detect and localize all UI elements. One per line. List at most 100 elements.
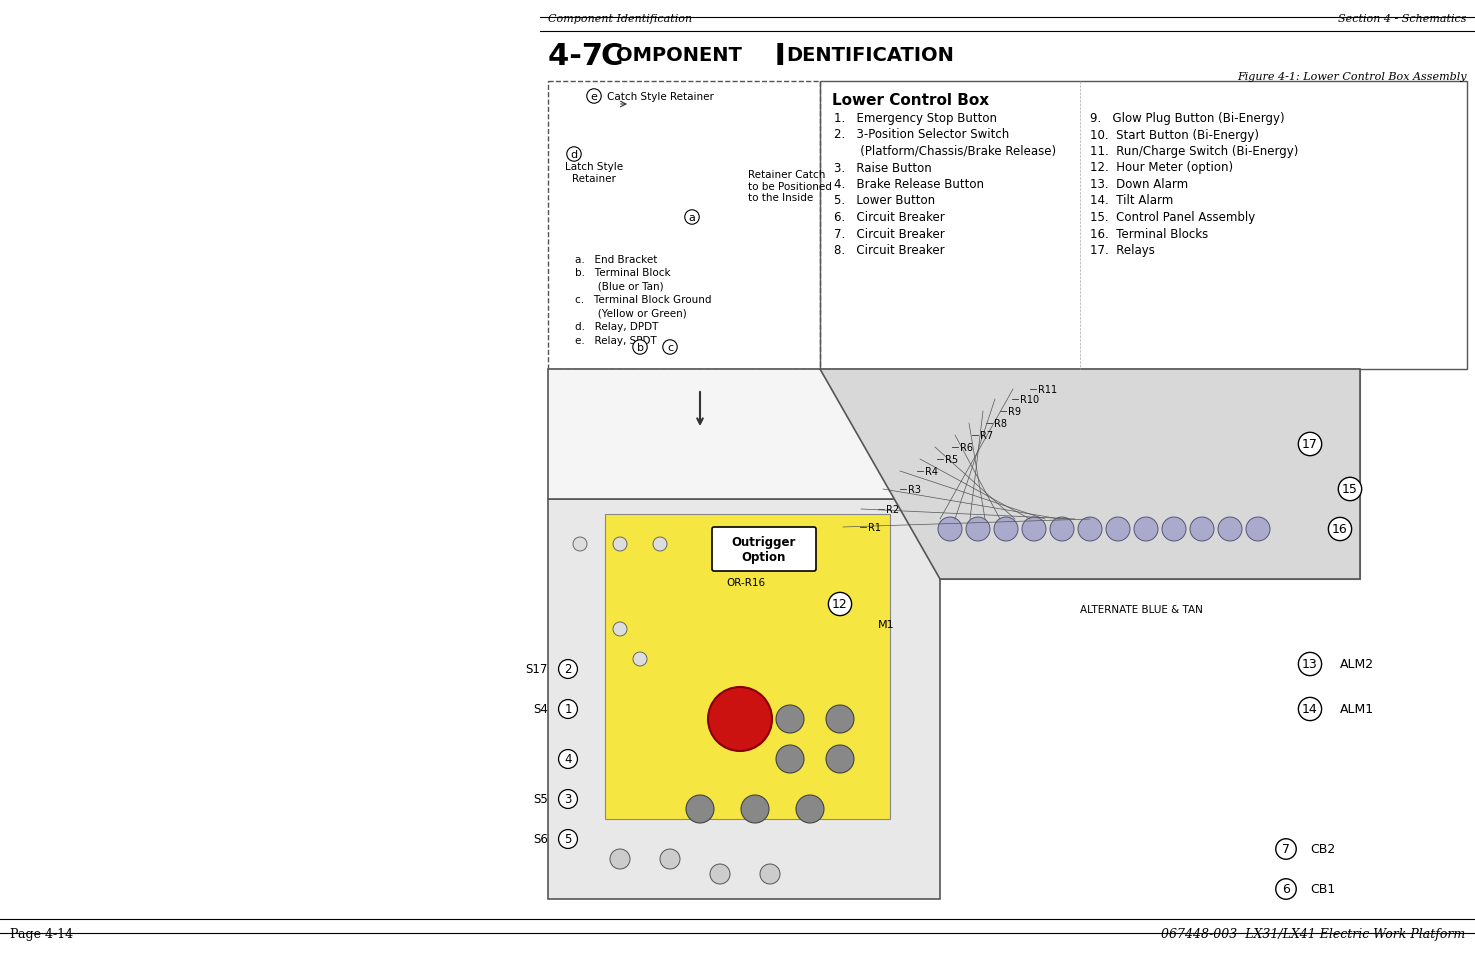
- Circle shape: [966, 517, 990, 541]
- Polygon shape: [820, 370, 1360, 579]
- Text: c.   Terminal Block Ground: c. Terminal Block Ground: [575, 295, 711, 305]
- Text: 7.   Circuit Breaker: 7. Circuit Breaker: [833, 227, 945, 240]
- Text: S6: S6: [532, 833, 549, 845]
- Text: d: d: [571, 150, 578, 160]
- Text: Latch Style
Retainer: Latch Style Retainer: [565, 162, 622, 183]
- Text: M1: M1: [878, 619, 895, 629]
- Text: 8.   Circuit Breaker: 8. Circuit Breaker: [833, 244, 944, 256]
- Text: OR-R16: OR-R16: [727, 578, 766, 587]
- Text: OMPONENT: OMPONENT: [617, 46, 742, 65]
- Text: b.   Terminal Block: b. Terminal Block: [575, 268, 671, 278]
- Text: a.   End Bracket: a. End Bracket: [575, 254, 658, 265]
- Text: c: c: [667, 343, 673, 353]
- Text: (Yellow or Green): (Yellow or Green): [575, 309, 687, 318]
- Text: b: b: [637, 343, 643, 353]
- Text: (Blue or Tan): (Blue or Tan): [575, 282, 664, 292]
- Text: Component Identification: Component Identification: [549, 14, 692, 24]
- Text: C: C: [600, 42, 622, 71]
- Polygon shape: [820, 370, 1360, 579]
- Text: 11.  Run/Charge Switch (Bi-Energy): 11. Run/Charge Switch (Bi-Energy): [1090, 145, 1298, 158]
- Text: 3: 3: [565, 793, 572, 805]
- Circle shape: [1190, 517, 1214, 541]
- Circle shape: [614, 622, 627, 637]
- Text: 1: 1: [565, 702, 572, 716]
- Polygon shape: [549, 370, 940, 499]
- Circle shape: [686, 795, 714, 823]
- Text: 17.  Relays: 17. Relays: [1090, 244, 1155, 256]
- Text: 15: 15: [1342, 483, 1358, 496]
- Text: 14: 14: [1302, 702, 1317, 716]
- Circle shape: [1022, 517, 1046, 541]
- Circle shape: [994, 517, 1018, 541]
- Text: R7: R7: [979, 431, 993, 440]
- Circle shape: [760, 864, 780, 884]
- Circle shape: [796, 795, 825, 823]
- Text: 1.   Emergency Stop Button: 1. Emergency Stop Button: [833, 112, 997, 125]
- Text: 6: 6: [1282, 882, 1291, 896]
- Text: S5: S5: [534, 793, 549, 805]
- Text: S17: S17: [525, 662, 549, 676]
- Text: R9: R9: [1007, 407, 1021, 416]
- Text: DENTIFICATION: DENTIFICATION: [786, 46, 954, 65]
- Text: 5: 5: [565, 833, 572, 845]
- Polygon shape: [605, 515, 889, 820]
- Polygon shape: [549, 499, 940, 899]
- Text: a: a: [689, 213, 695, 223]
- Text: 3.   Raise Button: 3. Raise Button: [833, 161, 932, 174]
- Text: d.   Relay, DPDT: d. Relay, DPDT: [575, 322, 658, 333]
- Text: R11: R11: [1038, 385, 1058, 395]
- Text: R6: R6: [960, 442, 974, 453]
- Circle shape: [1246, 517, 1270, 541]
- Text: (Platform/Chassis/Brake Release): (Platform/Chassis/Brake Release): [833, 145, 1056, 158]
- Text: CB1: CB1: [1310, 882, 1335, 896]
- Text: 14.  Tilt Alarm: 14. Tilt Alarm: [1090, 194, 1173, 208]
- Text: 15.  Control Panel Assembly: 15. Control Panel Assembly: [1090, 211, 1255, 224]
- Circle shape: [708, 687, 771, 751]
- Circle shape: [659, 849, 680, 869]
- Text: I: I: [764, 42, 786, 71]
- Text: Figure 4-1: Lower Control Box Assembly: Figure 4-1: Lower Control Box Assembly: [1238, 71, 1468, 82]
- Circle shape: [938, 517, 962, 541]
- Circle shape: [1078, 517, 1102, 541]
- Circle shape: [1106, 517, 1130, 541]
- Text: 7: 7: [1282, 842, 1291, 856]
- Circle shape: [740, 795, 768, 823]
- Text: CB2: CB2: [1310, 842, 1335, 856]
- Circle shape: [1162, 517, 1186, 541]
- Circle shape: [653, 537, 667, 552]
- Text: 4-7: 4-7: [549, 42, 614, 71]
- Text: 10.  Start Button (Bi-Energy): 10. Start Button (Bi-Energy): [1090, 129, 1260, 141]
- Text: 16: 16: [1332, 523, 1348, 536]
- Circle shape: [826, 745, 854, 773]
- Circle shape: [614, 537, 627, 552]
- Circle shape: [709, 864, 730, 884]
- Text: R3: R3: [909, 484, 920, 495]
- Text: 12.  Hour Meter (option): 12. Hour Meter (option): [1090, 161, 1233, 174]
- Text: 16.  Terminal Blocks: 16. Terminal Blocks: [1090, 227, 1208, 240]
- Text: e.   Relay, SPDT: e. Relay, SPDT: [575, 335, 656, 346]
- Text: e: e: [590, 91, 597, 102]
- FancyBboxPatch shape: [712, 527, 816, 572]
- Text: Page 4-14: Page 4-14: [10, 927, 74, 940]
- Circle shape: [572, 537, 587, 552]
- Circle shape: [633, 652, 648, 666]
- Text: Catch Style Retainer: Catch Style Retainer: [606, 91, 714, 102]
- Text: ALM2: ALM2: [1339, 658, 1375, 671]
- Text: 2.   3-Position Selector Switch: 2. 3-Position Selector Switch: [833, 129, 1009, 141]
- Text: ALM1: ALM1: [1339, 702, 1375, 716]
- Text: 9.   Glow Plug Button (Bi-Energy): 9. Glow Plug Button (Bi-Energy): [1090, 112, 1285, 125]
- Text: 067448-003  LX31/LX41 Electric Work Platform: 067448-003 LX31/LX41 Electric Work Platf…: [1161, 927, 1465, 940]
- Circle shape: [1134, 517, 1158, 541]
- Circle shape: [776, 705, 804, 733]
- Text: 17: 17: [1302, 438, 1319, 451]
- Text: Outrigger
Option: Outrigger Option: [732, 536, 797, 563]
- Text: Lower Control Box: Lower Control Box: [832, 92, 990, 108]
- Text: ALTERNATE BLUE & TAN: ALTERNATE BLUE & TAN: [1080, 604, 1204, 615]
- Text: 12: 12: [832, 598, 848, 611]
- Text: 4.   Brake Release Button: 4. Brake Release Button: [833, 178, 984, 191]
- Text: R1: R1: [867, 522, 881, 533]
- Text: 6.   Circuit Breaker: 6. Circuit Breaker: [833, 211, 945, 224]
- Text: Retainer Catch
to be Positioned
to the Inside: Retainer Catch to be Positioned to the I…: [748, 170, 832, 203]
- Circle shape: [1218, 517, 1242, 541]
- Text: R10: R10: [1021, 395, 1038, 405]
